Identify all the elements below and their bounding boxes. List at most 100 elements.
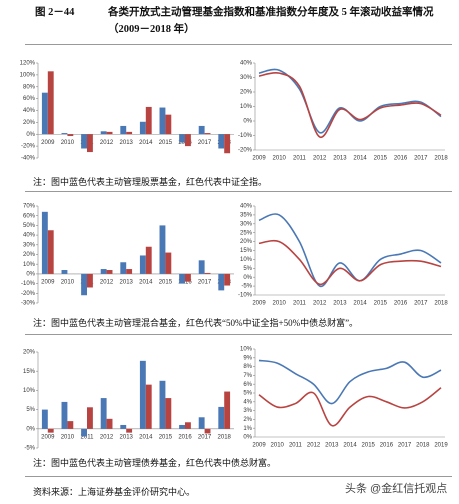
- bar: [185, 273, 191, 282]
- bar: [61, 401, 68, 429]
- y-tick-label: 10%: [23, 388, 36, 394]
- bar: [218, 134, 225, 149]
- x-tick-label: 2009: [41, 434, 55, 440]
- bar: [106, 131, 113, 135]
- bar: [204, 272, 211, 274]
- line: [258, 239, 442, 286]
- bar: [185, 422, 191, 429]
- y-tick-label: 20%: [240, 90, 253, 96]
- x-tick-label: 2011: [81, 434, 95, 440]
- x-tick-label: 2012: [313, 301, 327, 307]
- x-tick-label: 2014: [353, 301, 367, 307]
- x-tick-label: 2012: [100, 279, 114, 285]
- y-tick-label: 5%: [243, 391, 252, 397]
- bar: [126, 428, 133, 433]
- x-tick-label: 2016: [394, 156, 408, 162]
- bar: [87, 134, 93, 153]
- x-tick-label: 2017: [414, 156, 428, 162]
- bar: [47, 428, 54, 433]
- x-tick-label: 2017: [198, 279, 212, 285]
- y-tick-label: 30%: [240, 221, 253, 227]
- y-tick-label: 3%: [243, 408, 252, 414]
- x-tick-label: 2018: [434, 301, 448, 307]
- x-tick-label: 2017: [198, 434, 212, 440]
- y-tick-label: 0%: [26, 271, 35, 277]
- x-tick-label: 2015: [374, 301, 388, 307]
- bar: [224, 391, 231, 429]
- bar: [81, 134, 87, 149]
- x-tick-label: 2010: [273, 301, 287, 307]
- y-tick-label: -5%: [24, 446, 35, 452]
- bar: [61, 133, 68, 135]
- bar: [198, 260, 205, 274]
- x-tick-label: 2013: [325, 443, 339, 449]
- x-tick-label: 2017: [198, 140, 212, 146]
- bar: [100, 269, 107, 274]
- y-tick-label: 20%: [23, 120, 36, 126]
- x-tick-label: 2010: [61, 140, 75, 146]
- y-tick-label: 40%: [240, 61, 253, 67]
- x-tick-label: 2011: [293, 301, 307, 307]
- bar: [106, 418, 113, 429]
- bar: [165, 114, 172, 135]
- y-tick-label: 50%: [23, 223, 36, 229]
- y-tick-label: -20%: [21, 291, 36, 297]
- y-tick-label: -10%: [21, 281, 36, 287]
- figure-title: 各类开放式主动管理基金指数和基准指数分年度及 5 年滚动收益率情况（2009－2…: [108, 7, 434, 35]
- y-tick-label: -30%: [21, 301, 36, 307]
- y-tick-label: 10%: [240, 257, 253, 263]
- bar: [126, 131, 133, 135]
- x-tick-label: 2018: [416, 443, 430, 449]
- bar: [61, 270, 68, 274]
- x-tick-label: 2015: [159, 434, 173, 440]
- x-tick-label: 2012: [307, 443, 321, 449]
- line: [258, 213, 442, 287]
- bar: [179, 424, 185, 429]
- y-tick-label: 1%: [243, 426, 252, 432]
- y-tick-label: 20%: [23, 252, 36, 258]
- bar: [218, 406, 225, 429]
- bar: [204, 428, 211, 434]
- y-tick-label: -20%: [21, 144, 36, 150]
- bar: [41, 92, 48, 135]
- y-tick-label: 6%: [243, 382, 252, 388]
- x-tick-label: 2015: [159, 140, 173, 146]
- bar: [41, 211, 48, 274]
- y-tick-label: 0%: [26, 132, 35, 138]
- bar: [204, 133, 211, 135]
- y-tick-label: 60%: [23, 213, 36, 219]
- x-tick-label: 2015: [362, 443, 376, 449]
- y-tick-label: 70%: [23, 204, 36, 210]
- x-tick-label: 2010: [61, 279, 75, 285]
- bar: [139, 255, 146, 274]
- x-tick-label: 2013: [333, 301, 347, 307]
- y-tick-label: 15%: [240, 248, 253, 254]
- bar: [179, 273, 185, 284]
- x-tick-label: 2011: [289, 443, 303, 449]
- bar: [100, 131, 107, 135]
- bar: [198, 125, 205, 135]
- x-tick-label: 2015: [159, 279, 173, 285]
- bar: [87, 407, 93, 429]
- y-tick-label: 20%: [23, 350, 36, 356]
- bar: [120, 262, 127, 274]
- x-tick-label: 2018: [218, 434, 232, 440]
- y-tick-label: 10%: [23, 262, 36, 268]
- bar: [47, 71, 54, 135]
- bar: [67, 134, 74, 137]
- bar: [139, 121, 146, 135]
- line: [258, 71, 442, 138]
- line: [258, 359, 442, 405]
- x-tick-label: 2013: [120, 279, 134, 285]
- rule: [25, 334, 452, 335]
- x-tick-label: 2011: [293, 156, 307, 162]
- x-tick-label: 2013: [120, 140, 134, 146]
- x-tick-label: 2019: [434, 443, 448, 449]
- x-tick-label: 2010: [271, 443, 285, 449]
- y-tick-label: -20%: [238, 148, 253, 154]
- bar: [165, 252, 172, 274]
- y-tick-label: -5%: [241, 284, 252, 290]
- bar: [81, 428, 87, 437]
